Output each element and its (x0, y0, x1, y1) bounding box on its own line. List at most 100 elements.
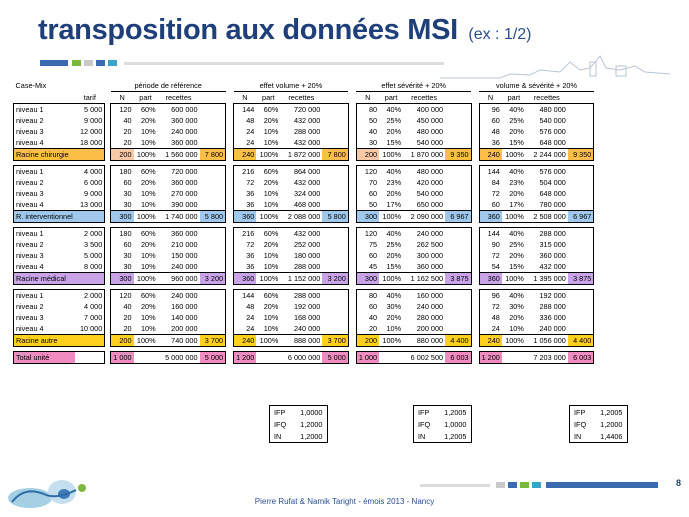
cell-part: 40% (501, 103, 526, 115)
gap (594, 104, 602, 116)
total-recettes: 2 090 000 (403, 210, 446, 223)
row-tarif: 10 000 (74, 323, 106, 335)
cell-part: 15% (386, 138, 402, 147)
row-tarif: 9 000 (74, 115, 106, 126)
cell-n: 30 (110, 261, 134, 273)
total-tarif-moyen: 9 350 (445, 148, 472, 161)
cell-n: 144 (233, 289, 257, 301)
total-tarif-moyen: 3 875 (445, 272, 472, 285)
row-label: niveau 1 (12, 103, 75, 115)
index-value: 1,4406 (600, 431, 623, 441)
cell-n: 216 (233, 165, 257, 177)
header-n: N (242, 93, 248, 102)
cell-n: 72 (478, 188, 502, 199)
cell-part: 40% (379, 165, 404, 177)
gap (226, 80, 234, 92)
cell-part: 25% (386, 116, 402, 125)
gap (594, 149, 602, 161)
cell-part: 20% (140, 240, 156, 249)
gap (348, 177, 356, 188)
cell-blank (322, 165, 349, 177)
cell-blank (199, 103, 227, 115)
index-label: IFP (574, 407, 586, 417)
cell-part: 10% (263, 262, 279, 271)
table-row: niveau 4 10 000 20 10% 200 000 24 10% 240 000 20… (12, 323, 602, 335)
cell-n: 60 (355, 250, 380, 261)
total-tarif-moyen: 4 400 (445, 334, 472, 347)
cell-part: 10% (140, 138, 156, 147)
cell-blank (322, 301, 349, 312)
cell-blank (567, 103, 595, 115)
row-tarif: 3 500 (74, 239, 106, 250)
total-n: 360 (233, 272, 257, 285)
gap (471, 80, 479, 92)
cell-recettes: 480 000 (403, 165, 446, 177)
gap (226, 239, 234, 250)
gap (226, 312, 234, 323)
total-tarif-moyen: 3 875 (567, 272, 595, 285)
index-value: 1,2005 (600, 407, 623, 417)
cell-part: 17% (509, 200, 524, 209)
cell-blank (199, 165, 227, 177)
cell-blank (322, 250, 349, 261)
index-value: 1,0000 (300, 407, 323, 417)
cell-n: 120 (110, 289, 134, 301)
cell-n: 40 (110, 115, 134, 126)
cell-recettes: 324 000 (293, 189, 321, 198)
cell-part: 25% (509, 240, 524, 249)
cell-n: 36 (233, 250, 257, 261)
table-row: niveau 4 13 000 30 10% 390 000 36 10% 468 000 50… (12, 199, 602, 211)
index-row: IFQ 1,0000 (414, 418, 472, 430)
cell-n: 36 (233, 188, 257, 199)
cell-recettes: 288 000 (293, 127, 321, 136)
index-label: IFP (274, 407, 286, 417)
gap (348, 166, 356, 178)
cell-part: 60% (256, 165, 281, 177)
cell-n: 144 (233, 103, 257, 115)
row-label: niveau 2 (12, 301, 75, 312)
cell-recettes: 540 000 (539, 116, 566, 125)
index-value: 1,2000 (300, 431, 323, 441)
total-recettes: 1 152 000 (280, 272, 323, 285)
cell-part: 10% (263, 313, 279, 322)
indices-table: IFP 1,2005 IFQ 1,0000 IN 1,2005 (413, 405, 472, 443)
gap (226, 137, 234, 149)
blank (200, 92, 226, 104)
indices-box-severite: IFP 1,2005 IFQ 1,0000 IN 1,2005 (413, 405, 472, 443)
gap (348, 188, 356, 199)
index-value: 1,0000 (444, 419, 467, 429)
grand-total-n: 1 200 (478, 351, 502, 364)
header-n: N (487, 93, 494, 102)
row-label: niveau 4 (12, 137, 75, 149)
cell-recettes: 240 000 (157, 289, 200, 301)
group-total-label: Racine autre (12, 334, 75, 347)
total-recettes: 1 162 500 (403, 272, 446, 285)
cell-recettes: 600 000 (157, 103, 200, 115)
cell-blank (322, 323, 349, 335)
cell-part: 30% (509, 302, 524, 311)
gap (471, 211, 479, 223)
row-label: niveau 2 (12, 115, 75, 126)
cell-recettes: 192 000 (293, 302, 321, 311)
cell-n: 50 (355, 199, 380, 211)
gap (226, 177, 234, 188)
cell-recettes: 160 000 (171, 302, 198, 311)
index-row: IN 1,2000 (270, 430, 328, 443)
cell-recettes: 720 000 (157, 165, 200, 177)
indices-box-volume: IFP 1,0000 IFQ 1,2000 IN 1,2000 (269, 405, 328, 443)
total-recettes: 960 000 (157, 272, 200, 285)
cell-n: 80 (355, 103, 380, 115)
cell-blank (199, 239, 227, 250)
cell-blank (445, 289, 472, 301)
cell-blank (322, 137, 349, 149)
cell-n: 30 (110, 199, 134, 211)
cell-blank (322, 126, 349, 137)
row-label: niveau 1 (12, 165, 75, 177)
cell-recettes: 576 000 (525, 165, 568, 177)
grand-total-part (501, 351, 526, 364)
page-number: 8 (676, 478, 682, 488)
cell-part: 10% (386, 324, 402, 333)
indices-table: IFP 1,2005 IFQ 1,2000 IN 1,4406 (569, 405, 628, 443)
